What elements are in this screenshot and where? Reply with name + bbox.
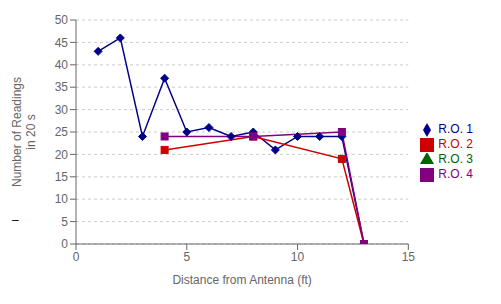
svg-text:30: 30 <box>55 103 69 117</box>
svg-text:10: 10 <box>55 192 69 206</box>
svg-text:25: 25 <box>55 125 69 139</box>
svg-text:35: 35 <box>55 80 69 94</box>
svg-text:50: 50 <box>55 13 69 27</box>
svg-text:15: 15 <box>55 170 69 184</box>
html-text:R.O. 2: R.O. 2 <box>438 137 473 152</box>
svg-text:45: 45 <box>55 36 69 50</box>
svg-text:10: 10 <box>291 250 305 264</box>
svg-text:0: 0 <box>73 250 80 264</box>
svg-text:0: 0 <box>61 237 68 251</box>
html-text:R.O. 3: R.O. 3 <box>438 152 473 166</box>
svg-text:15: 15 <box>402 250 416 264</box>
html-text:R.O. 4: R.O. 4 <box>438 166 473 181</box>
svg-text:5: 5 <box>61 215 68 229</box>
html-text:R.O. 1: R.O. 1 <box>438 122 473 137</box>
svg-text:20: 20 <box>55 148 69 162</box>
svg-text:Distance from Antenna (ft): Distance from Antenna (ft) <box>172 273 311 287</box>
svg-text:Number of Readingsin 20 s: Number of Readingsin 20 s <box>10 77 38 187</box>
svg-text:40: 40 <box>55 58 69 72</box>
svg-text:5: 5 <box>183 250 190 264</box>
